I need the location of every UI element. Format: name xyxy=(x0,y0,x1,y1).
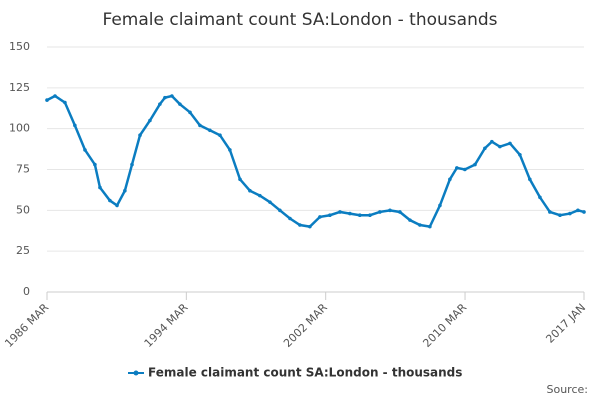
data-point xyxy=(115,203,119,208)
data-point xyxy=(463,167,467,172)
data-point xyxy=(418,223,422,227)
data-point xyxy=(498,144,502,149)
data-point xyxy=(538,195,542,200)
data-point xyxy=(248,188,252,193)
data-point xyxy=(73,123,77,128)
data-point xyxy=(338,210,342,214)
x-tick-label: 1986 MAR xyxy=(2,301,51,350)
data-point xyxy=(258,193,262,198)
data-point xyxy=(93,162,97,167)
data-point xyxy=(158,102,162,106)
y-tick-label: 100 xyxy=(9,122,30,135)
data-point xyxy=(548,210,552,214)
data-point xyxy=(228,148,232,152)
data-point xyxy=(188,110,192,115)
data-point xyxy=(138,133,142,137)
data-point xyxy=(198,123,202,128)
data-point xyxy=(508,141,512,146)
legend-marker xyxy=(133,370,139,376)
data-point xyxy=(328,213,332,218)
data-point xyxy=(318,215,322,219)
data-point xyxy=(388,208,392,213)
y-tick-label: 50 xyxy=(16,203,30,216)
data-point xyxy=(123,188,127,193)
data-point xyxy=(45,98,49,102)
data-point xyxy=(455,166,459,170)
data-point xyxy=(582,210,586,214)
y-tick-label: 75 xyxy=(16,163,30,176)
data-point xyxy=(278,208,282,213)
data-point xyxy=(438,203,442,208)
data-point xyxy=(298,223,302,227)
data-point xyxy=(428,224,432,229)
data-point xyxy=(288,216,292,221)
data-point xyxy=(368,213,372,218)
y-tick-label: 150 xyxy=(9,40,30,53)
x-tick-label: 2017 JAN xyxy=(543,301,588,346)
legend-label: Female claimant count SA:London - thousa… xyxy=(148,366,462,380)
data-point xyxy=(483,146,487,151)
data-point xyxy=(108,198,112,203)
y-tick-label: 0 xyxy=(23,285,30,298)
data-point xyxy=(558,213,562,218)
data-point xyxy=(473,162,477,167)
y-tick-label: 25 xyxy=(16,244,30,257)
data-point xyxy=(518,153,522,157)
data-point xyxy=(63,100,67,105)
data-point xyxy=(130,162,134,167)
data-point xyxy=(208,128,212,133)
data-point xyxy=(568,211,572,216)
chart-title: Female claimant count SA:London - thousa… xyxy=(102,10,497,30)
data-point xyxy=(408,218,412,222)
data-point xyxy=(53,94,57,98)
data-point xyxy=(378,210,382,214)
data-point xyxy=(348,211,352,216)
source-label: Source: xyxy=(547,383,589,396)
data-point xyxy=(218,133,222,137)
data-point xyxy=(490,139,494,144)
data-point xyxy=(398,210,402,214)
data-point xyxy=(528,177,532,182)
data-point xyxy=(268,200,272,204)
x-tick-label: 2010 MAR xyxy=(420,301,469,350)
data-point xyxy=(83,148,87,152)
x-tick-label: 2002 MAR xyxy=(281,301,330,350)
data-point xyxy=(98,185,102,190)
data-point xyxy=(308,224,312,229)
y-tick-label: 125 xyxy=(9,81,30,94)
x-tick-label: 1994 MAR xyxy=(142,301,191,350)
data-point xyxy=(178,102,182,106)
data-point xyxy=(170,94,174,98)
data-point xyxy=(148,118,152,123)
data-point xyxy=(358,213,362,218)
data-point xyxy=(238,177,242,182)
data-line xyxy=(46,94,585,229)
data-point xyxy=(163,95,167,100)
data-point xyxy=(576,208,580,213)
data-point xyxy=(448,177,452,182)
